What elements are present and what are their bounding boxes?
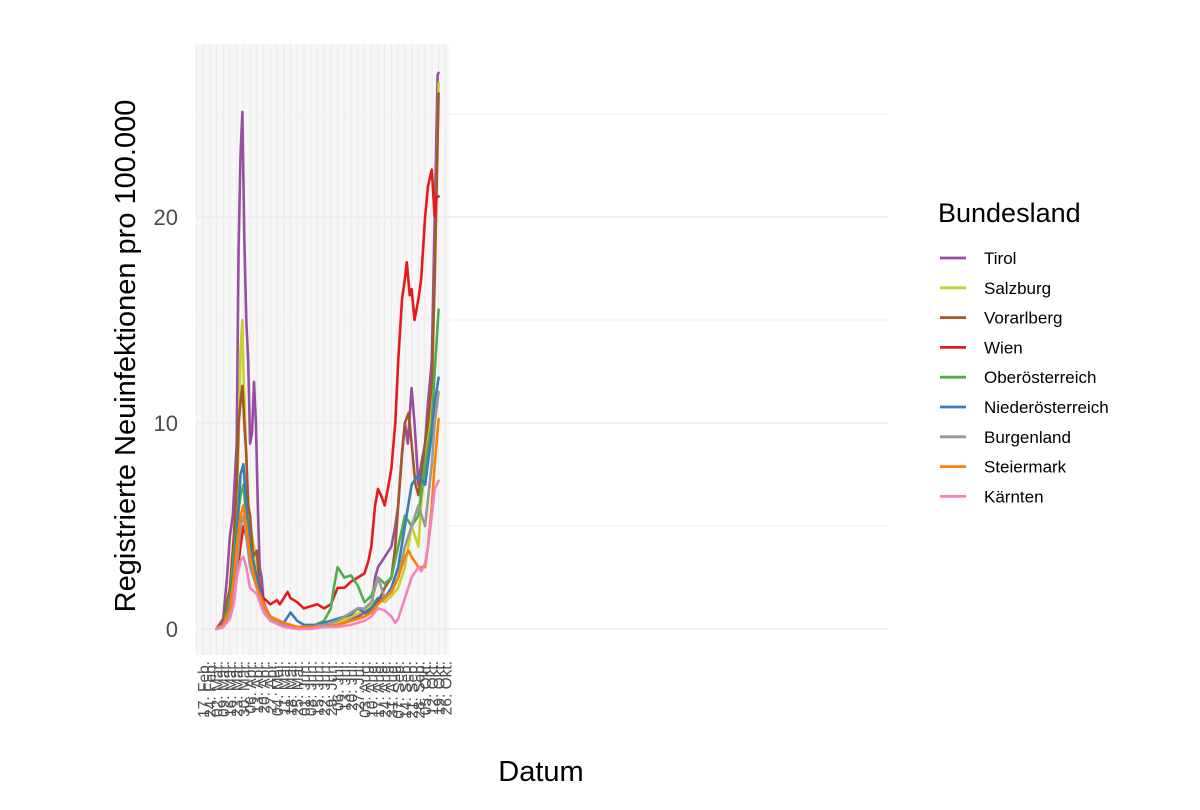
panel-background: [196, 44, 888, 655]
x-tick-label: 25. Mai.: [290, 661, 307, 716]
x-tick-label: 30. Mär.: [236, 661, 253, 717]
x-axis-tick-labels: 17. Feb.24. Feb.02. Mär.09. Mär.16. Mär.…: [196, 661, 455, 719]
legend-label: Kärnten: [984, 487, 1044, 506]
x-axis-title: Datum: [498, 756, 583, 788]
x-tick-label: 24. Feb.: [203, 661, 220, 718]
x-tick-label: 18. Mai.: [283, 661, 300, 716]
legend-label: Tirol: [984, 249, 1016, 268]
y-tick-label: 20: [154, 205, 178, 230]
x-tick-label: 14. Sep.: [398, 661, 415, 719]
legend-label: Burgenland: [984, 428, 1071, 447]
y-tick-label: 10: [154, 411, 178, 436]
x-tick-label: 22. Jun.: [317, 661, 334, 716]
x-tick-label: 07. Sep.: [391, 661, 408, 719]
legend-label: Vorarlberg: [984, 309, 1062, 328]
series-lines: [215, 71, 440, 631]
x-tick-label: 23. Mär.: [230, 661, 247, 717]
x-tick-label: 05. Okt.: [418, 661, 435, 715]
legend-label: Steiermark: [984, 458, 1067, 477]
x-tick-label: 20. Jul.: [344, 661, 361, 711]
x-tick-label: 27. Apr.: [263, 661, 280, 714]
x-tick-label: 21. Sep.: [405, 661, 422, 719]
x-tick-label: 17. Feb.: [196, 661, 213, 718]
legend-label: Niederösterreich: [984, 398, 1109, 417]
x-tick-label: 28. Sep.: [411, 661, 428, 719]
y-axis-tick-labels: 0 10 20: [154, 205, 178, 642]
series-line-kärnten: [215, 479, 440, 631]
legend-label: Wien: [984, 338, 1023, 357]
legend-label: Salzburg: [984, 279, 1051, 298]
series-line-steiermark: [215, 417, 440, 631]
x-tick-label: 12. Okt.: [425, 661, 442, 715]
legend: Bundesland Tirol Salzburg Vorarlberg Wien Ob…: [938, 198, 1109, 506]
x-tick-label: 31. Aug.: [384, 661, 401, 718]
x-tick-label: 06. Apr.: [243, 661, 260, 714]
x-tick-label: 02. Mär.: [209, 661, 226, 717]
x-tick-label: 27. Jul.: [351, 661, 368, 711]
series-line-niederösterreich: [215, 376, 440, 631]
x-tick-label: 29. Jun.: [324, 661, 341, 716]
x-tick-label: 13. Jul.: [337, 661, 354, 711]
x-tick-label: 03. Aug.: [358, 661, 375, 718]
legend-label: Oberösterreich: [984, 368, 1096, 387]
x-tick-label: 19. Okt.: [432, 661, 449, 715]
x-tick-label: 16. Mär.: [223, 661, 240, 717]
x-tick-label: 10. Aug.: [364, 661, 381, 718]
y-tick-label: 0: [166, 617, 178, 642]
x-tick-label: 08. Jun.: [304, 661, 321, 716]
x-tick-label: 17. Aug.: [371, 661, 388, 718]
x-tick-label: 11. Mai.: [277, 661, 294, 715]
grid-major: [195, 44, 888, 655]
series-line-burgenland: [215, 390, 440, 631]
x-tick-label: 09. Mär.: [216, 661, 233, 717]
x-tick-label: 06. Jul.: [331, 661, 348, 711]
x-tick-label: 24. Aug.: [378, 661, 395, 718]
x-tick-label: 04. Mai.: [270, 661, 287, 716]
x-tick-label: 13. Apr.: [250, 661, 267, 714]
x-tick-label: 01. Jun.: [297, 661, 314, 716]
y-axis-title: Registrierte Neuinfektionen pro 100.000: [110, 100, 142, 613]
x-tick-label: 20. Apr.: [257, 661, 274, 714]
legend-title: Bundesland: [938, 198, 1081, 228]
x-tick-label: 26. Okt.: [438, 661, 455, 715]
x-tick-label: 15. Jun.: [310, 661, 327, 716]
